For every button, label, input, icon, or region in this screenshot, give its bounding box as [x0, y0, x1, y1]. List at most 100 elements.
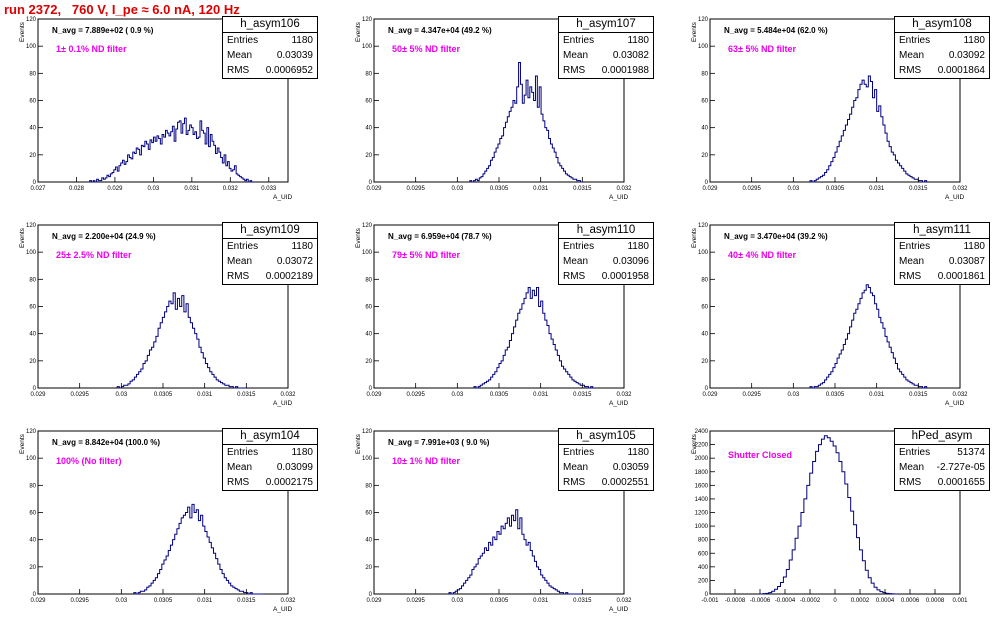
histogram-plot: 0.029 0.0295 0.03 0.0305 0.031 0.0315 0.032 0 20…	[698, 223, 968, 398]
histogram-line	[473, 286, 595, 389]
y-tick-label: 0	[33, 386, 37, 392]
y-axis-label: Events	[355, 228, 362, 248]
y-tick-label: 2400	[695, 429, 709, 435]
n-avg-label: N_avg = 8.842e+04 (100.0 %)	[52, 438, 161, 447]
x-tick-label: 0.0305	[154, 392, 173, 398]
x-axis-label: A_UID	[273, 606, 293, 613]
x-tick-label: 0.001	[952, 598, 968, 604]
stats-value: 1180	[627, 447, 649, 458]
x-tick-label: 0.027	[30, 186, 46, 192]
x-tick-label: 0.029	[30, 598, 46, 604]
stats-value: 1180	[291, 35, 313, 46]
x-tick-label: 0.032	[616, 186, 632, 192]
y-tick-label: 120	[26, 223, 37, 229]
x-tick-label: 0.03	[451, 186, 463, 192]
stats-value: 1180	[291, 447, 313, 458]
stats-box: h_asym111 Entries 1180 Mean 0.03087 RMS 0.0001…	[894, 222, 990, 285]
x-tick-label: 0.031	[197, 598, 213, 604]
stats-entries-row: Entries 1180	[223, 33, 317, 48]
stats-label: Entries	[899, 447, 931, 458]
y-tick-label: 120	[698, 17, 709, 23]
stats-rms-row: RMS 0.0001958	[559, 269, 653, 284]
stats-rms-row: RMS 0.0001861	[895, 269, 989, 284]
n-avg-label: N_avg = 7.889e+02 ( 0.9 %)	[52, 26, 154, 35]
y-tick-label: 2200	[695, 443, 709, 449]
y-tick-label: 40	[29, 538, 36, 544]
x-tick-label: 0.033	[261, 186, 277, 192]
stats-label: Entries	[227, 241, 259, 252]
stats-value: 0.0006952	[265, 65, 313, 76]
histogram-plot: 0.029 0.0295 0.03 0.0305 0.031 0.0315 0.032 0 20…	[26, 223, 296, 398]
x-tick-label: 0.0004	[876, 598, 895, 604]
y-tick-label: 80	[365, 277, 372, 283]
y-tick-label: 2000	[695, 456, 709, 462]
x-tick-label: 0.03	[148, 186, 160, 192]
stats-box: h_asym109 Entries 1180 Mean 0.03072 RMS 0.0002…	[222, 222, 318, 285]
histogram-pad-h_asym109: 0.029 0.0295 0.03 0.0305 0.031 0.0315 0.032 0 20…	[0, 220, 330, 425]
stats-entries-row: Entries 1180	[895, 239, 989, 254]
stats-rms-row: RMS 0.0001655	[895, 475, 989, 490]
x-axis-label: A_UID	[609, 606, 629, 613]
histogram-line	[116, 292, 247, 389]
histogram-pad-h_asym108: 0.029 0.0295 0.03 0.0305 0.031 0.0315 0.032 0 20…	[672, 14, 996, 219]
y-tick-label: 60	[29, 305, 36, 311]
histogram-pad-h_asym107: 0.029 0.0295 0.03 0.0305 0.031 0.0315 0.032 0 20…	[336, 14, 666, 219]
stats-rms-row: RMS 0.0002551	[559, 475, 653, 490]
x-tick-label: 0.029	[702, 392, 718, 398]
stats-label: Entries	[899, 35, 931, 46]
x-tick-label: -0.0004	[775, 598, 796, 604]
y-tick-label: 100	[26, 44, 37, 50]
stats-value: 0.03082	[612, 50, 649, 61]
stats-title: h_asym108	[895, 17, 989, 33]
y-tick-label: 600	[698, 551, 709, 557]
y-tick-label: 120	[698, 223, 709, 229]
stats-mean-row: Mean 0.03099	[223, 460, 317, 475]
stats-value: 1180	[627, 35, 649, 46]
stats-title: hPed_asym	[895, 429, 989, 445]
stats-label: RMS	[227, 65, 250, 76]
stats-rms-row: RMS 0.0002175	[223, 475, 317, 490]
x-axis-label: A_UID	[945, 194, 965, 201]
stats-value: 0.03099	[276, 462, 313, 473]
y-tick-label: 60	[701, 99, 708, 105]
stats-title: h_asym110	[559, 223, 653, 239]
x-tick-label: 0.0305	[490, 392, 509, 398]
y-tick-label: 1800	[695, 470, 709, 476]
y-tick-label: 40	[29, 332, 36, 338]
histogram-pad-h_asym106: 0.027 0.028 0.029 0.03 0.031 0.032 0.033 0 20 40 6…	[0, 14, 330, 219]
stats-rms-row: RMS 0.0001988	[559, 63, 653, 78]
x-tick-label: 0.0295	[70, 392, 89, 398]
histogram-pad-h_asym110: 0.029 0.0295 0.03 0.0305 0.031 0.0315 0.032 0 20…	[336, 220, 666, 425]
histogram-pad-h_asym105: 0.029 0.0295 0.03 0.0305 0.031 0.0315 0.032 0 20…	[336, 426, 666, 631]
y-tick-label: 20	[29, 565, 36, 571]
y-tick-label: 120	[362, 223, 373, 229]
stats-rms-row: RMS 0.0001864	[895, 63, 989, 78]
x-tick-label: 0	[833, 598, 837, 604]
y-tick-label: 60	[365, 511, 372, 517]
y-tick-label: 20	[365, 565, 372, 571]
y-tick-label: 100	[26, 456, 37, 462]
stats-mean-row: Mean 0.03087	[895, 254, 989, 269]
y-tick-label: 1000	[695, 524, 709, 530]
x-tick-label: 0.0006	[901, 598, 920, 604]
stats-box: h_asym110 Entries 1180 Mean 0.03096 RMS 0.0001…	[558, 222, 654, 285]
histogram-plot: 0.029 0.0295 0.03 0.0305 0.031 0.0315 0.032 0 20…	[362, 429, 632, 604]
y-tick-label: 40	[365, 126, 372, 132]
x-tick-label: 0.03	[787, 392, 799, 398]
x-tick-label: 0.032	[952, 392, 968, 398]
y-tick-label: 1400	[695, 497, 709, 503]
y-tick-label: 40	[365, 538, 372, 544]
y-tick-label: 120	[26, 17, 37, 23]
y-tick-label: 20	[701, 359, 708, 365]
n-avg-label: N_avg = 2.200e+04 (24.9 %)	[52, 232, 156, 241]
histogram-plot: 0.029 0.0295 0.03 0.0305 0.031 0.0315 0.032 0 20…	[362, 223, 632, 398]
x-tick-label: 0.029	[30, 392, 46, 398]
stats-box: h_asym107 Entries 1180 Mean 0.03082 RMS 0.0001…	[558, 16, 654, 79]
histogram-line	[809, 75, 928, 183]
x-tick-label: 0.0315	[237, 392, 256, 398]
y-tick-label: 80	[701, 277, 708, 283]
stats-entries-row: Entries 1180	[223, 445, 317, 460]
stats-value: 0.03096	[612, 256, 649, 267]
histogram-pad-h_asym111: 0.029 0.0295 0.03 0.0305 0.031 0.0315 0.032 0 20…	[672, 220, 996, 425]
histogram-plot: 0.029 0.0295 0.03 0.0305 0.031 0.0315 0.032 0 20…	[362, 17, 632, 192]
